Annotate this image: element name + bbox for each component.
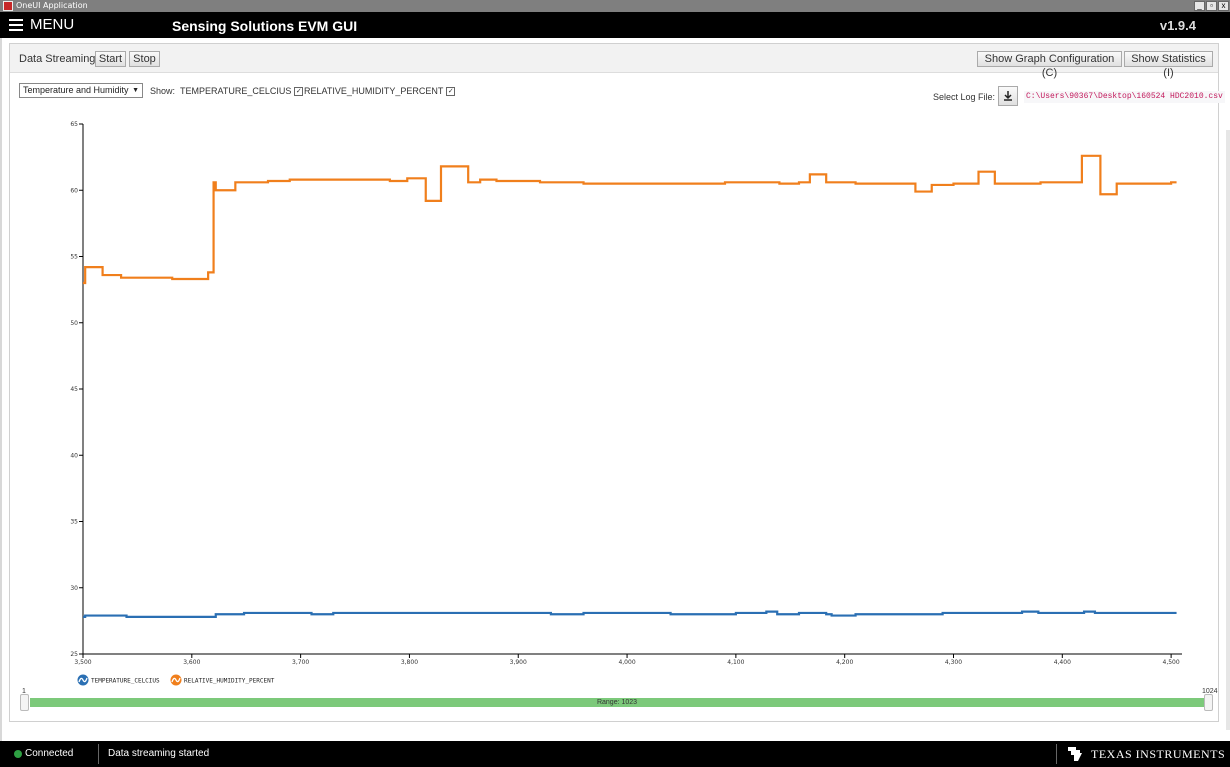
menu-button[interactable]: MENU — [30, 16, 75, 33]
version-label: v1.9.4 — [1159, 18, 1196, 33]
legend-label: TEMPERATURE_CELCIUS — [91, 678, 160, 685]
y-tick-label: 45 — [70, 386, 78, 393]
maximize-button[interactable]: ▫ — [1206, 1, 1217, 11]
main-panel — [9, 43, 1219, 722]
y-tick-label: 65 — [70, 121, 78, 128]
legend-item[interactable]: RELATIVE_HUMIDITY_PERCENT — [170, 674, 275, 686]
right-edge — [1226, 130, 1230, 730]
x-tick-label: 3,900 — [510, 659, 527, 666]
brand-name: TEXAS INSTRUMENTS — [1091, 747, 1226, 761]
status-separator — [1056, 744, 1057, 764]
status-message: Data streaming started — [108, 748, 210, 759]
x-tick-label: 4,100 — [727, 659, 744, 666]
range-handle-right[interactable] — [1204, 694, 1213, 711]
y-tick-label: 25 — [70, 651, 78, 658]
y-tick-label: 60 — [70, 187, 78, 194]
series-line-temperature — [83, 610, 1177, 618]
app-title: Sensing Solutions EVM GUI — [172, 18, 358, 34]
x-tick-label: 4,500 — [1163, 659, 1180, 666]
x-tick-label: 3,600 — [183, 659, 200, 666]
close-button[interactable]: x — [1218, 1, 1229, 11]
range-min-label: 1 — [22, 688, 26, 695]
toggle-humidity-label: RELATIVE_HUMIDITY_PERCENT — [304, 86, 444, 96]
range-handle-left[interactable] — [20, 694, 29, 711]
y-tick-label: 30 — [70, 585, 78, 592]
left-edge — [0, 38, 2, 741]
range-max-label: 1024 — [1202, 688, 1218, 695]
status-separator — [98, 744, 99, 764]
x-tick-label: 4,300 — [945, 659, 962, 666]
status-dot-icon — [14, 750, 22, 758]
status-bar: Connected Data streaming started TEXAS I… — [0, 741, 1230, 767]
x-tick-label: 3,700 — [292, 659, 309, 666]
log-file-label: Select Log File: — [933, 92, 996, 102]
legend-item[interactable]: TEMPERATURE_CELCIUS — [77, 674, 161, 686]
humidity-checkbox[interactable]: ✓ — [446, 87, 456, 96]
start-button[interactable]: Start — [95, 51, 126, 67]
stop-button[interactable]: Stop — [129, 51, 160, 67]
show-label: Show: — [150, 86, 176, 96]
toggle-humidity[interactable]: RELATIVE_HUMIDITY_PERCENT ✓ — [304, 84, 456, 98]
download-icon — [1004, 91, 1012, 101]
caret-down-icon: ▼ — [132, 87, 139, 94]
x-tick-label: 4,200 — [836, 659, 853, 666]
show-statistics-button[interactable]: Show Statistics (I) — [1124, 51, 1213, 79]
show-graph-config-button[interactable]: Show Graph Configuration (C) — [977, 51, 1122, 79]
toggle-temperature-label: TEMPERATURE_CELCIUS — [180, 86, 292, 96]
window-title: OneUI Application — [16, 1, 88, 10]
x-tick-label: 4,000 — [618, 659, 635, 666]
range-text: Range: 1023 — [596, 699, 638, 706]
chart-series — [83, 154, 1177, 618]
download-button[interactable] — [998, 86, 1018, 106]
log-file-path[interactable]: C:\Users\90367\Desktop\160524 HDC2010.cs… — [1024, 91, 1225, 103]
sensor-chart: 25 30 35 40 45 50 55 60 65 3,500 3,600 3,700 3,800 3,… — [70, 121, 1182, 686]
y-tick-label: 35 — [70, 519, 78, 526]
chart-axes: 25 30 35 40 45 50 55 60 65 3,500 3,600 3,700 3,800 3,… — [70, 121, 1182, 666]
y-tick-label: 55 — [70, 254, 78, 261]
minimize-button[interactable]: _ — [1194, 1, 1205, 11]
app-header: MENU Sensing Solutions EVM GUI v1.9.4 — [0, 12, 1230, 38]
x-tick-label: 3,800 — [401, 659, 418, 666]
graph-select-value: Temperature and Humidity — [23, 85, 129, 95]
chart-legend[interactable]: TEMPERATURE_CELCIUS RELATIVE_HUMIDITY_PER… — [77, 674, 275, 686]
x-tick-label: 4,400 — [1054, 659, 1071, 666]
app-icon — [3, 1, 13, 11]
y-tick-label: 40 — [70, 452, 78, 459]
ti-logo-icon — [1068, 747, 1082, 761]
x-tick-label: 3,500 — [74, 659, 91, 666]
series-line-humidity — [83, 154, 1177, 285]
wave-icon — [78, 677, 88, 683]
range-bar[interactable]: Range: 1023 — [30, 698, 1204, 707]
connection-status: Connected — [25, 748, 74, 759]
y-tick-label: 50 — [70, 320, 78, 327]
graph-select[interactable]: Temperature and Humidity ▼ — [19, 83, 143, 98]
toggle-temperature[interactable]: TEMPERATURE_CELCIUS ✓ — [180, 84, 304, 98]
legend-label: RELATIVE_HUMIDITY_PERCENT — [184, 678, 275, 685]
streaming-label: Data Streaming: — [19, 53, 99, 65]
temperature-checkbox[interactable]: ✓ — [294, 87, 304, 96]
wave-icon — [171, 677, 181, 683]
hamburger-icon[interactable] — [9, 19, 23, 31]
